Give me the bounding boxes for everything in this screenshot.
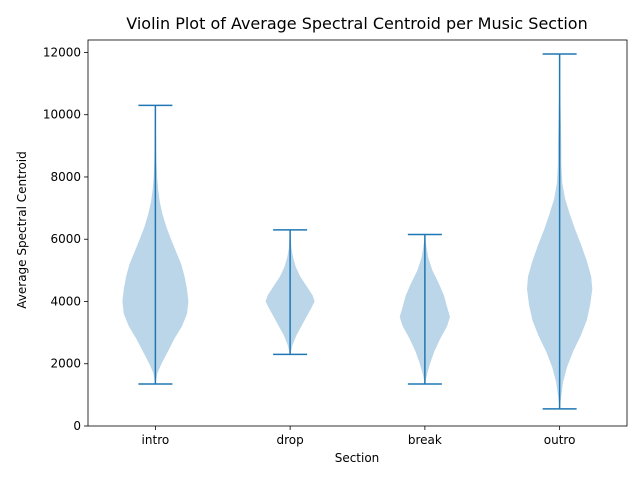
y-axis-label: Average Spectral Centroid	[15, 151, 29, 308]
x-tick-label: outro	[544, 433, 576, 447]
y-tick-label: 8000	[50, 170, 81, 184]
x-axis-label: Section	[335, 451, 380, 465]
y-tick-label: 2000	[50, 357, 81, 371]
y-tick-label: 0	[73, 419, 81, 433]
x-tick-label: drop	[277, 433, 304, 447]
x-tick-label: break	[408, 433, 442, 447]
chart-title: Violin Plot of Average Spectral Centroid…	[126, 14, 587, 33]
axes-frame	[87, 39, 628, 427]
y-tick-label: 12000	[43, 45, 81, 59]
y-tick-label: 10000	[43, 108, 81, 122]
x-tick-label: intro	[142, 433, 170, 447]
y-tick-label: 4000	[50, 294, 81, 308]
plot-area: 0 2000 4000 6000 8000 10000 12000 intro drop brea…	[43, 45, 593, 447]
y-tick-label: 6000	[50, 232, 81, 246]
